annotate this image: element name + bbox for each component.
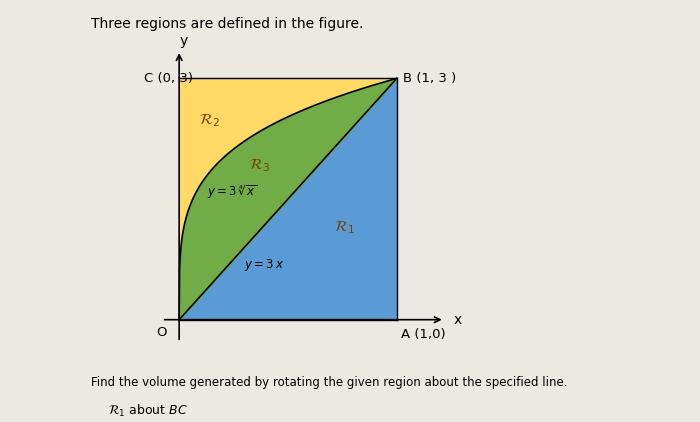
Text: $y = 3\,x$: $y = 3\,x$ [244, 257, 284, 273]
Text: Find the volume generated by rotating the given region about the specified line.: Find the volume generated by rotating th… [91, 376, 568, 389]
Text: $\mathcal{R}_1$ about $BC$: $\mathcal{R}_1$ about $BC$ [108, 403, 188, 419]
Text: $y = 3\,\sqrt[4]{x}$: $y = 3\,\sqrt[4]{x}$ [207, 184, 258, 201]
Text: x: x [454, 313, 461, 327]
Text: $\mathcal{R}_1$: $\mathcal{R}_1$ [334, 219, 355, 235]
Text: O: O [157, 326, 167, 339]
Text: y: y [180, 34, 188, 48]
Text: B (1, 3 ): B (1, 3 ) [403, 72, 456, 85]
Polygon shape [179, 78, 397, 320]
Text: C (0, 3): C (0, 3) [144, 72, 193, 85]
Text: $\mathcal{R}_3$: $\mathcal{R}_3$ [249, 157, 270, 173]
Text: Three regions are defined in the figure.: Three regions are defined in the figure. [91, 17, 363, 31]
Text: $\mathcal{R}_2$: $\mathcal{R}_2$ [199, 112, 220, 129]
Text: A (1,0): A (1,0) [401, 328, 446, 341]
